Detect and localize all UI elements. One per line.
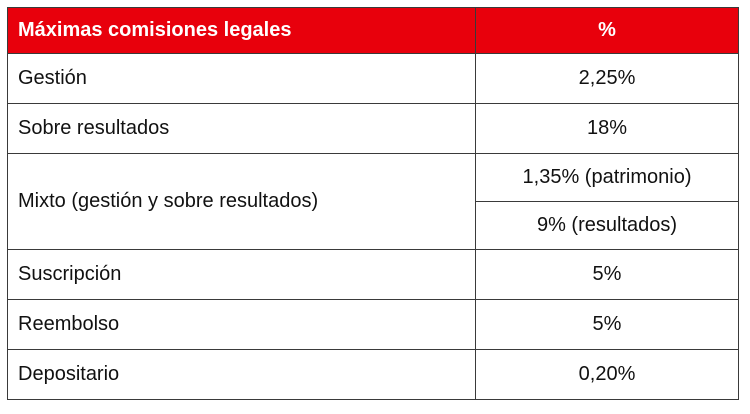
row-value: 0,20% — [475, 349, 739, 400]
table-row: Sobre resultados 18% — [7, 103, 739, 154]
table-row: Mixto (gestión y sobre resultados) 1,35%… — [7, 153, 739, 250]
header-percent: % — [475, 7, 739, 54]
header-label: Máximas comisiones legales — [7, 7, 476, 54]
table-row: Gestión 2,25% — [7, 53, 739, 104]
row-label: Sobre resultados — [7, 103, 476, 154]
row-value: 2,25% — [475, 53, 739, 104]
row-value: 5% — [475, 299, 739, 350]
table-header-row: Máximas comisiones legales % — [7, 7, 739, 54]
commissions-table-container: Máximas comisiones legales % Gestión 2,2… — [7, 7, 739, 400]
row-value: 18% — [475, 103, 739, 154]
row-value: 9% (resultados) — [475, 201, 739, 250]
row-value: 5% — [475, 249, 739, 300]
table-row: Depositario 0,20% — [7, 349, 739, 400]
table-row: Suscripción 5% — [7, 249, 739, 300]
row-label: Gestión — [7, 53, 476, 104]
row-value: 1,35% (patrimonio) — [475, 153, 739, 202]
table-row: Reembolso 5% — [7, 299, 739, 350]
commissions-table: Máximas comisiones legales % Gestión 2,2… — [7, 7, 739, 400]
table-row: 9% (resultados) — [8, 201, 739, 250]
row-label: Reembolso — [7, 299, 476, 350]
row-label: Suscripción — [7, 249, 476, 300]
row-label: Depositario — [7, 349, 476, 400]
row-label: Mixto (gestión y sobre resultados) — [7, 153, 476, 250]
